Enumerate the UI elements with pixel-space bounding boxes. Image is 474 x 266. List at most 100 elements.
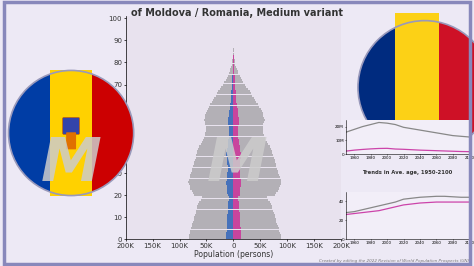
Bar <box>221 86 233 88</box>
Bar <box>230 103 233 105</box>
Bar <box>198 148 233 150</box>
Bar <box>232 86 233 88</box>
Bar <box>219 90 233 92</box>
Bar <box>233 57 234 59</box>
Bar <box>206 130 233 132</box>
Bar <box>229 72 233 74</box>
Bar <box>233 88 248 90</box>
Text: M: M <box>207 135 267 194</box>
Bar <box>227 225 233 227</box>
Bar <box>233 139 239 141</box>
Bar <box>233 172 278 174</box>
Bar <box>200 201 233 203</box>
Bar <box>227 152 233 154</box>
Bar <box>233 236 241 238</box>
Y-axis label: Age: Age <box>98 120 107 135</box>
Bar <box>233 183 241 185</box>
Bar <box>227 188 233 190</box>
Bar <box>233 75 235 77</box>
Bar <box>227 154 233 156</box>
Bar <box>233 221 240 223</box>
Bar <box>224 81 233 83</box>
Bar <box>233 108 237 110</box>
Bar <box>233 232 280 234</box>
Bar <box>232 79 233 81</box>
Bar <box>233 221 276 223</box>
Bar <box>233 103 258 105</box>
Bar <box>205 117 233 119</box>
Bar <box>228 117 233 119</box>
Bar <box>233 99 236 101</box>
Bar <box>223 84 233 86</box>
Bar <box>233 205 239 207</box>
Bar <box>232 88 233 90</box>
Bar <box>227 181 233 183</box>
Bar <box>194 218 233 221</box>
Bar <box>233 103 237 105</box>
Bar <box>233 101 256 103</box>
Bar <box>192 168 233 170</box>
Bar <box>233 150 240 152</box>
Bar <box>233 201 239 203</box>
Bar <box>233 196 267 198</box>
FancyBboxPatch shape <box>395 13 439 147</box>
Bar <box>197 205 233 207</box>
Bar <box>206 128 233 130</box>
Bar <box>226 236 233 238</box>
Bar <box>233 152 273 154</box>
Bar <box>233 119 264 121</box>
Bar <box>231 66 233 68</box>
Bar <box>232 75 233 77</box>
Text: Trends in Ave. age, 1950-2100: Trends in Ave. age, 1950-2100 <box>363 170 453 175</box>
Bar <box>233 55 234 57</box>
Bar <box>228 210 233 212</box>
Bar <box>191 225 233 227</box>
Bar <box>228 139 233 141</box>
Bar <box>233 66 234 68</box>
Bar <box>227 230 233 232</box>
Bar <box>190 185 233 187</box>
Bar <box>233 223 240 225</box>
Bar <box>233 165 239 167</box>
Bar <box>227 150 233 152</box>
Text: of Moldova / Romania, Medium variant: of Moldova / Romania, Medium variant <box>131 8 343 18</box>
Bar <box>233 198 268 201</box>
Bar <box>203 139 233 141</box>
Bar <box>228 143 233 145</box>
Bar <box>205 134 233 136</box>
Bar <box>193 192 233 194</box>
FancyBboxPatch shape <box>66 132 76 149</box>
Bar <box>233 230 241 232</box>
Bar <box>233 194 239 196</box>
Bar <box>195 214 233 216</box>
Bar <box>228 141 233 143</box>
Bar <box>233 143 268 145</box>
Bar <box>226 79 233 81</box>
Bar <box>233 236 281 238</box>
Bar <box>233 128 238 130</box>
Bar <box>233 168 239 170</box>
Bar <box>233 53 234 55</box>
Bar <box>233 190 278 192</box>
Bar <box>227 176 233 178</box>
Bar <box>232 59 233 61</box>
Bar <box>216 95 233 97</box>
Bar <box>233 141 267 143</box>
Wedge shape <box>9 70 71 196</box>
Bar <box>233 70 234 72</box>
Bar <box>195 159 233 161</box>
Bar <box>227 77 233 79</box>
Bar <box>227 179 233 181</box>
Bar <box>233 146 270 148</box>
Bar <box>227 218 233 221</box>
Bar <box>212 101 233 103</box>
Bar <box>227 190 233 192</box>
Bar <box>233 92 251 94</box>
Bar <box>202 196 233 198</box>
Bar <box>210 103 233 105</box>
Bar <box>191 170 233 172</box>
Bar <box>233 176 240 178</box>
Bar <box>233 66 236 68</box>
Bar <box>233 156 241 159</box>
Bar <box>227 156 233 159</box>
